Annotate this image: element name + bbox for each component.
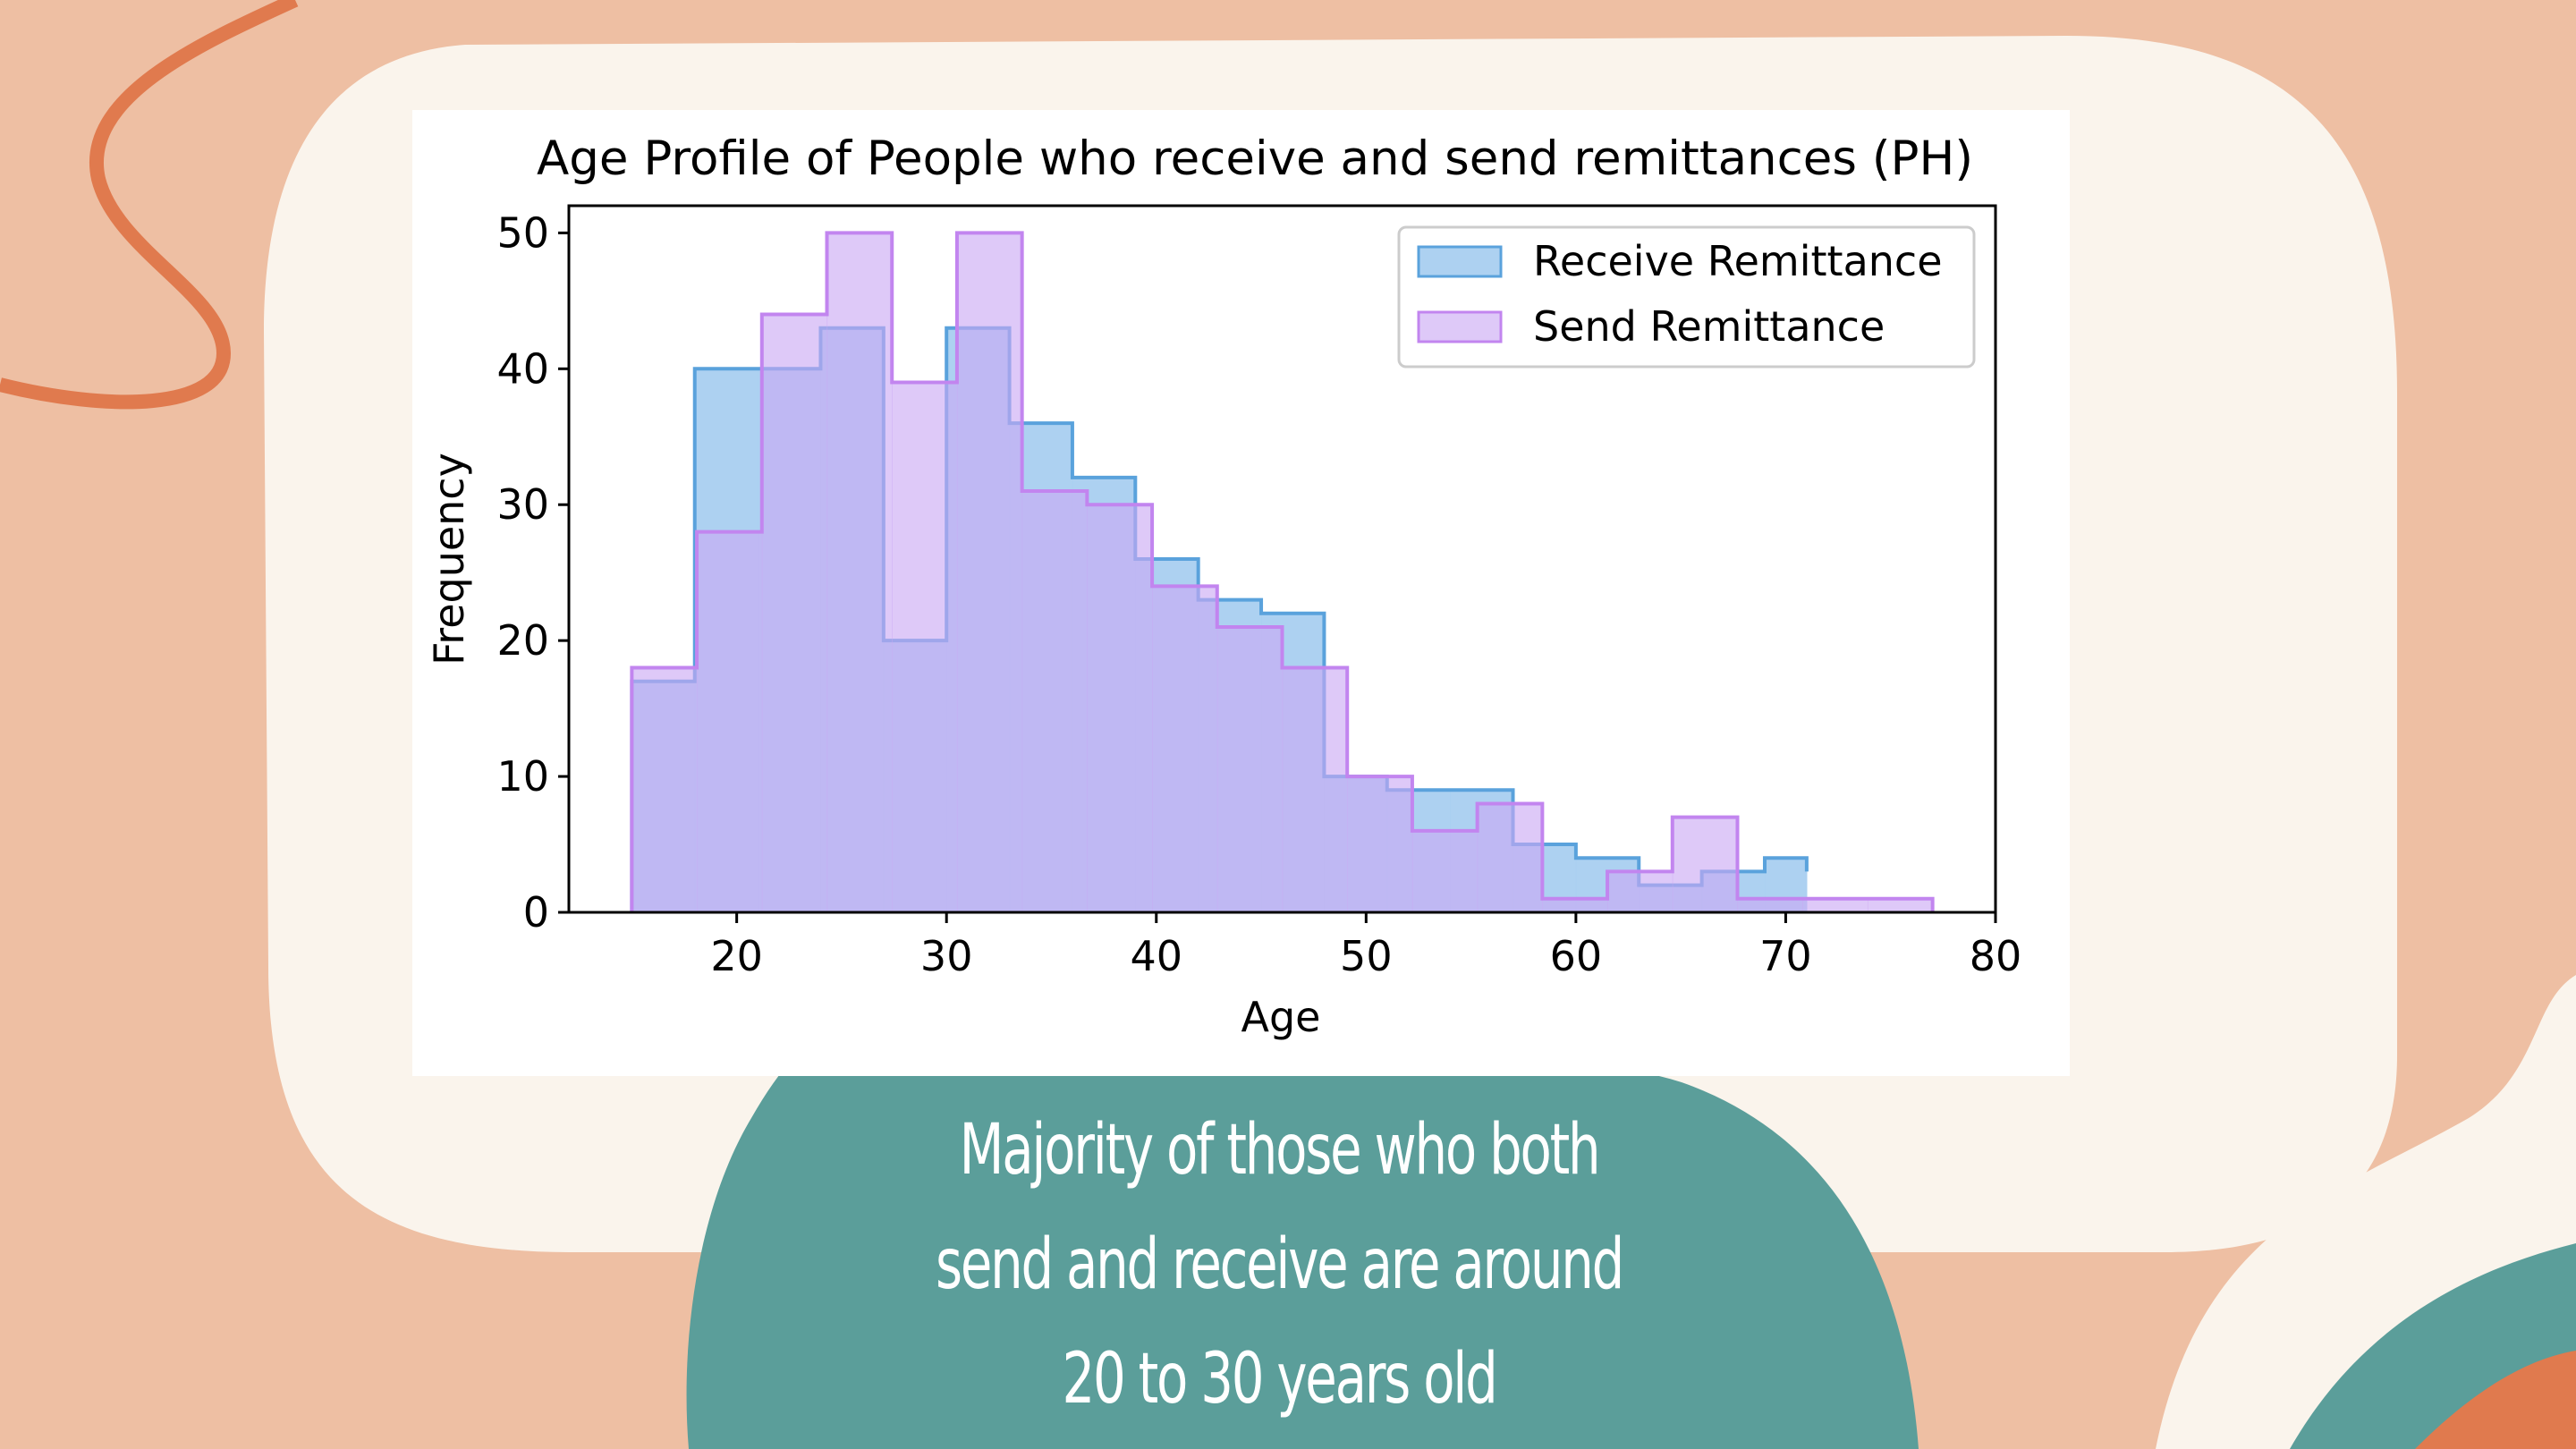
x-axis-label: Age <box>1241 993 1321 1041</box>
y-tick-label-30: 30 <box>496 480 549 529</box>
bar-send-17 <box>1737 898 1803 912</box>
bar-send-11 <box>1347 776 1413 912</box>
bar-send-3 <box>826 233 893 912</box>
y-tick-label-40: 40 <box>496 344 549 393</box>
x-tick-label-70: 70 <box>1759 932 1812 980</box>
x-tick-label-80: 80 <box>1970 932 2022 980</box>
chart-card: Age Profile of People who receive and se… <box>412 110 2070 1076</box>
x-tick-label-50: 50 <box>1340 932 1393 980</box>
y-tick-label-20: 20 <box>496 616 549 665</box>
caption-line-1: Majority of those who both <box>959 1110 1601 1191</box>
chart-legend: Receive Remittance Send Remittance <box>1397 225 1976 369</box>
legend-frame <box>1397 225 1976 369</box>
caption-text: Majority of those who both send and rece… <box>805 1093 1753 1436</box>
outline-send <box>630 231 1935 912</box>
y-tick-label-10: 10 <box>496 752 549 801</box>
bar-send-7 <box>1087 504 1153 912</box>
x-tick-label-40: 40 <box>1130 932 1182 980</box>
bar-send-4 <box>892 382 958 912</box>
bar-send-12 <box>1411 830 1479 912</box>
legend-label-receive: Receive Remittance <box>1533 237 1943 285</box>
bar-send-13 <box>1477 803 1543 912</box>
teal-blob <box>686 1007 1919 1449</box>
plot-frame <box>567 204 1997 914</box>
orange-curve-decoration <box>0 0 299 410</box>
legend-swatch-send <box>1417 310 1503 343</box>
bar-send-14 <box>1542 898 1608 912</box>
bar-send-18 <box>1802 898 1868 912</box>
bar-send-5 <box>956 233 1023 912</box>
bar-send-2 <box>761 314 828 912</box>
bar-send-9 <box>1216 626 1284 912</box>
histogram-bars <box>630 231 1935 913</box>
x-tick-label-60: 60 <box>1550 932 1603 980</box>
bar-send-15 <box>1607 871 1674 912</box>
axis-ticks: 20 30 40 50 60 70 80 0 10 20 30 40 50 <box>496 208 2021 980</box>
legend-swatch-receive <box>1417 245 1503 278</box>
bar-send-1 <box>697 531 763 912</box>
bar-send-19 <box>1867 898 1934 912</box>
legend-label-send: Send Remittance <box>1533 302 1885 351</box>
caption-line-2: send and receive are around <box>935 1224 1624 1305</box>
chart-title: Age Profile of People who receive and se… <box>537 131 1973 186</box>
histogram-chart: Age Profile of People who receive and se… <box>425 131 2021 1041</box>
y-axis-label: Frequency <box>425 453 473 665</box>
y-tick-label-50: 50 <box>496 208 549 257</box>
x-tick-label-20: 20 <box>710 932 763 980</box>
bar-send-6 <box>1021 491 1088 912</box>
y-tick-label-0: 0 <box>523 888 549 936</box>
bar-send-10 <box>1282 667 1348 912</box>
x-tick-label-30: 30 <box>920 932 973 980</box>
bar-send-0 <box>631 667 698 912</box>
bar-send-8 <box>1152 586 1218 912</box>
corner-orange-wave <box>2415 1351 2576 1449</box>
caption-line-3: 20 to 30 years old <box>1062 1339 1497 1419</box>
bar-send-16 <box>1672 817 1739 912</box>
